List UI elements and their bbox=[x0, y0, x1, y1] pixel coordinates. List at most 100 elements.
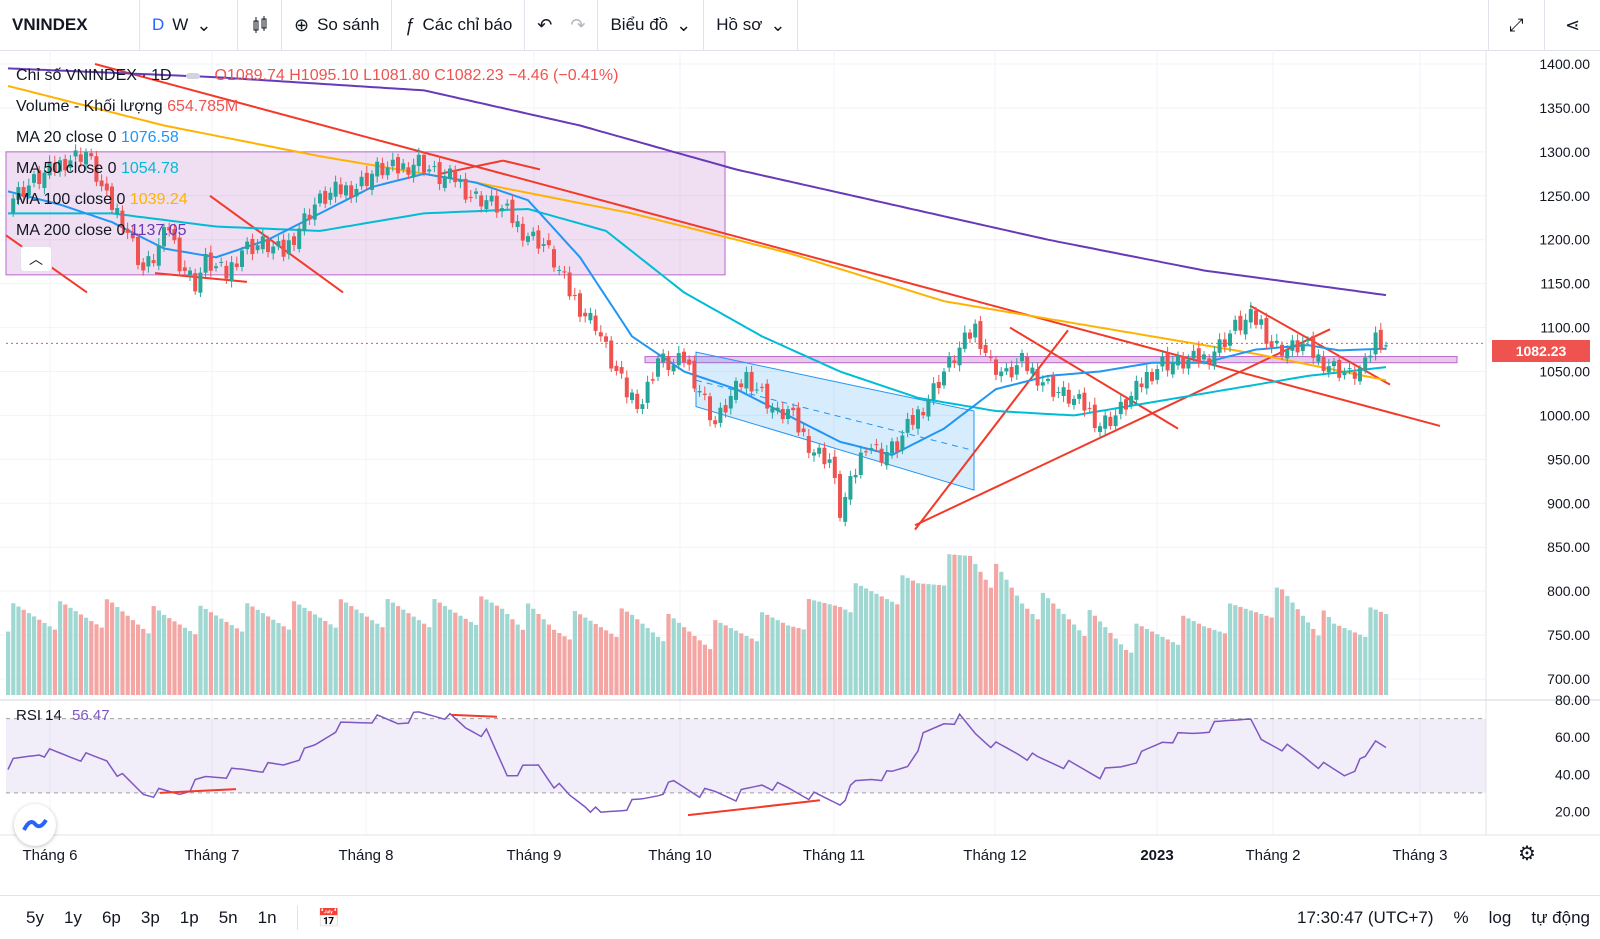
volume-bar bbox=[354, 609, 359, 695]
volume-bar bbox=[874, 593, 879, 695]
range-button-3p[interactable]: 3p bbox=[140, 907, 160, 927]
range-button-1p[interactable]: 1p bbox=[179, 907, 199, 927]
candle bbox=[42, 172, 47, 188]
volume-bar bbox=[1207, 628, 1212, 695]
range-button-1n[interactable]: 1n bbox=[257, 907, 277, 927]
candle bbox=[942, 371, 946, 386]
candle bbox=[1113, 415, 1118, 427]
volume-bar bbox=[713, 620, 718, 695]
candle bbox=[1186, 359, 1191, 369]
volume-bar bbox=[1384, 613, 1389, 695]
volume-bar bbox=[1306, 622, 1311, 695]
chart-type-menu[interactable]: Biểu đồ ⌄ bbox=[598, 0, 705, 50]
volume-bar bbox=[32, 616, 37, 695]
profile-menu[interactable]: Hồ sơ ⌄ bbox=[704, 0, 799, 50]
interval-d-button[interactable]: D bbox=[152, 15, 165, 34]
candle bbox=[349, 185, 354, 198]
candle bbox=[671, 365, 676, 372]
volume-bar bbox=[370, 620, 375, 695]
range-button-6p[interactable]: 6p bbox=[101, 907, 121, 927]
volume-bar bbox=[1077, 630, 1082, 695]
candle bbox=[437, 162, 442, 185]
candle bbox=[1259, 319, 1264, 325]
candle bbox=[988, 356, 993, 358]
volume-bar bbox=[702, 644, 707, 695]
redo-icon[interactable]: ↷ bbox=[570, 15, 586, 35]
chart-canvas[interactable]: 80.00 60.00 40.00 20.00 1400.00 1350.00 1300.… bbox=[0, 50, 1600, 895]
percent-toggle[interactable]: % bbox=[1453, 907, 1469, 927]
candle bbox=[120, 210, 125, 228]
volume-bar bbox=[645, 628, 650, 695]
range-button-5y[interactable]: 5y bbox=[26, 907, 44, 927]
symbol-search[interactable]: VNINDEX bbox=[0, 0, 140, 50]
candle bbox=[84, 151, 88, 165]
volume-bar bbox=[827, 604, 832, 695]
eye-icon[interactable] bbox=[186, 72, 201, 79]
compare-button[interactable]: ⊕ So sánh bbox=[282, 0, 393, 50]
rsi-pane: 80.00 60.00 40.00 20.00 bbox=[0, 692, 1600, 819]
volume-bar bbox=[1373, 609, 1378, 695]
volume-bar bbox=[578, 614, 583, 695]
candle-style-button[interactable] bbox=[238, 0, 282, 50]
ma100-value: 1039.24 bbox=[129, 191, 188, 208]
fullscreen-icon: ⤢ bbox=[1509, 15, 1524, 35]
chevron-down-icon[interactable]: ⌄ bbox=[196, 15, 212, 35]
volume-bar bbox=[1332, 623, 1337, 695]
interval-w-button[interactable]: W bbox=[172, 15, 189, 34]
candle bbox=[271, 246, 276, 254]
chevron-down-icon: ⌄ bbox=[676, 15, 692, 35]
range-button-5n[interactable]: 5n bbox=[218, 907, 238, 927]
volume-bar bbox=[572, 611, 577, 695]
volume-bar bbox=[1025, 608, 1030, 695]
share-icon: ⋖ bbox=[1564, 15, 1581, 35]
tradingview-logo-icon[interactable] bbox=[14, 804, 56, 846]
ohlc-high: H1095.10 bbox=[289, 67, 359, 84]
volume-bar bbox=[94, 624, 99, 695]
candle bbox=[255, 245, 260, 251]
settings-gear-icon[interactable]: ⚙ bbox=[1518, 843, 1536, 865]
volume-bar bbox=[1040, 592, 1045, 695]
volume-bar bbox=[338, 599, 343, 695]
plus-circle-icon: ⊕ bbox=[294, 15, 310, 35]
volume-bar bbox=[479, 596, 484, 695]
undo-icon[interactable]: ↶ bbox=[537, 15, 553, 35]
candle bbox=[973, 323, 978, 338]
volume-bar bbox=[775, 620, 780, 695]
candle bbox=[957, 347, 962, 366]
fullscreen-button[interactable]: ⤢ bbox=[1488, 0, 1544, 50]
candle bbox=[822, 447, 827, 465]
volume-bar bbox=[52, 629, 57, 695]
trendline bbox=[914, 328, 1331, 527]
range-button-1y[interactable]: 1y bbox=[63, 907, 82, 927]
time-tick-label: Tháng 10 bbox=[648, 847, 711, 864]
collapse-legend-button[interactable]: ︿ bbox=[20, 246, 52, 272]
volume-bar bbox=[822, 603, 827, 695]
indicators-button[interactable]: ƒ Các chỉ báo bbox=[392, 0, 526, 50]
volume-bar bbox=[801, 629, 806, 695]
volume-bar bbox=[474, 624, 479, 695]
candle bbox=[172, 229, 177, 241]
date-range-icon[interactable]: 📅 bbox=[317, 907, 340, 928]
candle bbox=[1056, 392, 1061, 393]
candle bbox=[1378, 329, 1383, 350]
share-button[interactable]: ⋖ bbox=[1544, 0, 1600, 50]
volume-bar bbox=[630, 614, 635, 695]
volume-bar bbox=[229, 625, 234, 695]
candle bbox=[858, 452, 863, 475]
candle bbox=[1207, 358, 1212, 364]
clock[interactable]: 17:30:47 (UTC+7) bbox=[1296, 907, 1434, 927]
volume-bar bbox=[37, 619, 42, 695]
volume-bar bbox=[910, 580, 915, 695]
top-toolbar: VNINDEX D W ⌄ ⊕ So sánh ƒ Các chỉ báo ↶ … bbox=[0, 0, 1600, 51]
volume-bar bbox=[749, 638, 754, 695]
volume-bar bbox=[983, 579, 988, 695]
candle bbox=[609, 340, 614, 369]
log-toggle[interactable]: log bbox=[1488, 907, 1512, 927]
volume-bar bbox=[848, 612, 853, 695]
volume-bar bbox=[16, 606, 21, 695]
candle bbox=[749, 372, 754, 392]
candle bbox=[146, 256, 151, 267]
candle bbox=[526, 236, 530, 242]
candle bbox=[11, 198, 16, 213]
auto-scale-toggle[interactable]: tự động bbox=[1531, 907, 1590, 927]
